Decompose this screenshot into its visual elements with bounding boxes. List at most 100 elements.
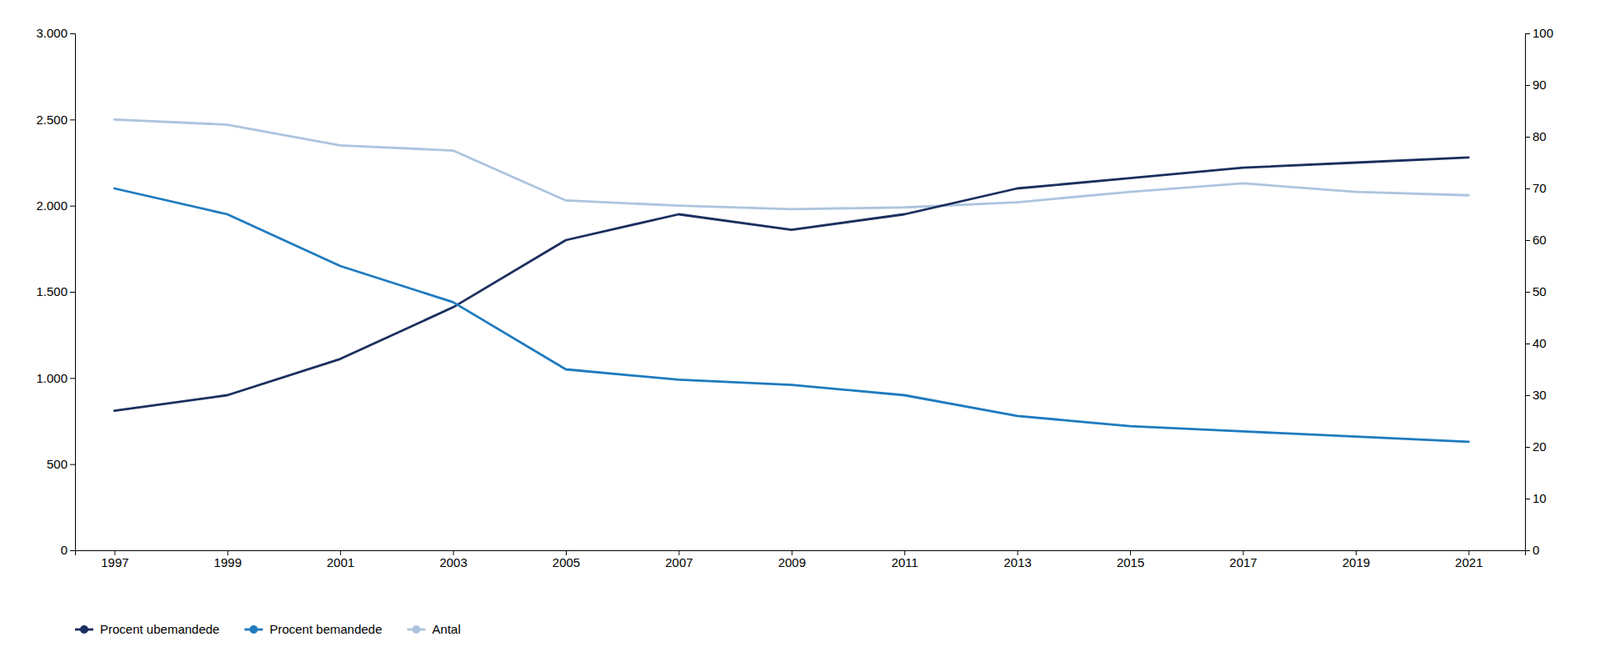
- tick: 2021: [1455, 550, 1483, 570]
- legend-item: Antal: [407, 621, 461, 636]
- tick: 2001: [326, 550, 355, 570]
- legend-swatch: [80, 625, 89, 634]
- series-line: [114, 157, 1469, 411]
- tick: 2015: [1116, 550, 1145, 570]
- chart: 1997 1999 2001 2003 2005 2007 2009 2011 2013 2015…: [0, 0, 1600, 667]
- tick-mark: [70, 119, 75, 120]
- tick: 2.500: [35, 112, 75, 127]
- tick-mark: [1525, 498, 1530, 500]
- legend-swatch: [412, 625, 421, 634]
- tick: 500: [46, 456, 75, 471]
- tick-label: 2017: [1229, 555, 1257, 570]
- tick: 2009: [778, 550, 806, 570]
- tick-mark: [1525, 343, 1530, 345]
- legend-swatch: [249, 625, 258, 634]
- tick-label: 2.000: [35, 198, 68, 213]
- tick: 2013: [1003, 550, 1031, 570]
- tick-mark: [1525, 136, 1530, 138]
- tick: 100: [1525, 25, 1554, 40]
- tick: 1999: [214, 550, 242, 570]
- tick-mark: [70, 550, 75, 551]
- tick-mark: [1525, 550, 1530, 551]
- tick-label: 2.500: [35, 112, 68, 127]
- tick-mark: [1525, 446, 1530, 448]
- axis-line: [1525, 34, 1531, 551]
- y2-axis: 0 10 20 30 40 50 60 70 80 90 100: [1525, 25, 1554, 557]
- tick-label: 50: [1532, 284, 1547, 299]
- series-line: [114, 188, 1469, 442]
- tick: 1.000: [35, 370, 75, 385]
- series-line: [114, 119, 1469, 209]
- tick-label: 20: [1532, 439, 1547, 454]
- tick: 90: [1525, 77, 1547, 92]
- legend: Procent ubemandede Procent bemandede Antal: [75, 621, 461, 636]
- tick: 70: [1525, 180, 1547, 195]
- tick-mark: [70, 33, 75, 35]
- tick-mark: [70, 205, 75, 207]
- tick-label: 1999: [214, 555, 242, 570]
- axis-line: [70, 34, 76, 551]
- tick-label: 2013: [1003, 555, 1031, 570]
- legend-item: Procent ubemandede: [75, 621, 220, 636]
- tick: 2003: [439, 550, 467, 570]
- tick-label: 0: [60, 542, 68, 557]
- tick: 60: [1525, 232, 1547, 247]
- tick: 2.000: [35, 198, 75, 213]
- tick-mark: [1525, 395, 1530, 396]
- tick-label: 2007: [665, 555, 693, 570]
- y-axis: 0 500 1.000 1.500 2.000 2.500 3.000: [35, 25, 75, 557]
- tick-mark: [1525, 85, 1530, 86]
- tick-label: 3.000: [35, 25, 68, 40]
- tick: 2005: [552, 550, 580, 570]
- tick: 10: [1525, 490, 1547, 505]
- tick-label: 30: [1532, 387, 1547, 402]
- tick-label: 60: [1532, 232, 1547, 247]
- tick: 1997: [100, 550, 129, 570]
- tick-label: 0: [1532, 542, 1540, 557]
- tick-label: 10: [1532, 490, 1547, 505]
- tick-label: 2005: [552, 555, 580, 570]
- tick: 0: [60, 542, 75, 557]
- legend-label: Procent ubemandede: [100, 621, 220, 636]
- tick-label: 2011: [891, 555, 919, 570]
- tick: 0: [1525, 542, 1540, 557]
- tick-label: 40: [1532, 335, 1547, 350]
- tick-label: 1997: [100, 555, 129, 570]
- tick-mark: [70, 377, 75, 379]
- tick-mark: [1525, 240, 1530, 241]
- tick-label: 2003: [439, 555, 467, 570]
- tick: 3.000: [35, 25, 75, 40]
- tick-label: 500: [46, 456, 68, 471]
- tick: 80: [1525, 129, 1547, 144]
- tick: 20: [1525, 439, 1547, 454]
- tick-mark: [70, 464, 75, 465]
- tick-mark: [1525, 291, 1530, 293]
- tick: 2017: [1229, 550, 1257, 570]
- tick-label: 2001: [326, 555, 355, 570]
- tick-mark: [70, 291, 75, 293]
- tick: 2011: [891, 550, 919, 570]
- tick-label: 80: [1532, 129, 1547, 144]
- tick: 2019: [1342, 550, 1370, 570]
- plot-area: [114, 119, 1469, 441]
- tick-label: 2019: [1342, 555, 1370, 570]
- tick: 2007: [665, 550, 693, 570]
- tick: 50: [1525, 284, 1547, 299]
- tick-mark: [1525, 33, 1530, 35]
- tick-mark: [1525, 188, 1530, 190]
- legend-label: Antal: [432, 621, 461, 636]
- tick-label: 100: [1532, 25, 1554, 40]
- tick-label: 90: [1532, 77, 1547, 92]
- tick: 30: [1525, 387, 1547, 402]
- tick-label: 1.000: [35, 370, 68, 385]
- tick: 40: [1525, 335, 1547, 350]
- tick-label: 70: [1532, 180, 1547, 195]
- tick-label: 2021: [1455, 555, 1483, 570]
- legend-label: Procent bemandede: [269, 621, 382, 636]
- legend-item: Procent bemandede: [244, 621, 382, 636]
- tick-label: 1.500: [35, 284, 68, 299]
- tick: 1.500: [35, 284, 75, 299]
- tick-label: 2009: [778, 555, 806, 570]
- tick-label: 2015: [1116, 555, 1145, 570]
- x-axis: 1997 1999 2001 2003 2005 2007 2009 2011 2013 2015…: [75, 550, 1526, 570]
